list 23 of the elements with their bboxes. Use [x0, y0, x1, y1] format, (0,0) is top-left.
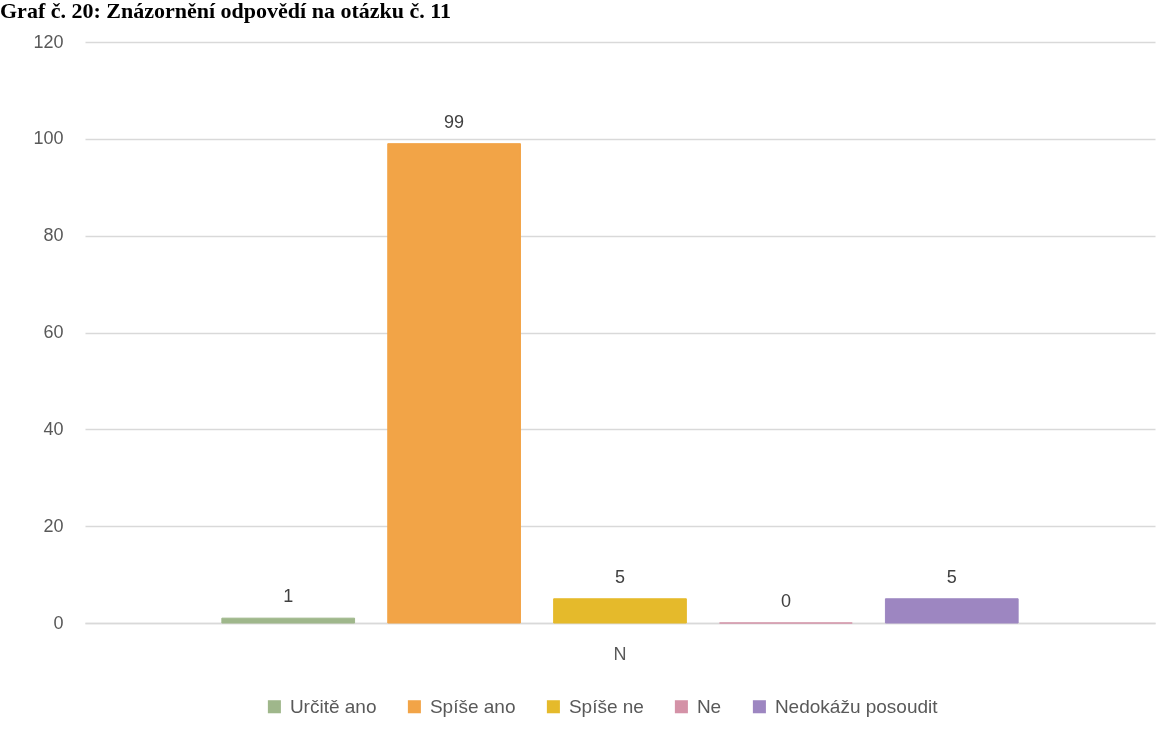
y-tick-label: 100 — [33, 128, 64, 149]
bar — [221, 617, 356, 624]
data-label: 0 — [780, 591, 791, 611]
data-label: 1 — [283, 586, 294, 607]
legend-label: Spíše ne — [568, 695, 644, 717]
legend-label: Nedokážu posoudit — [774, 695, 939, 717]
y-tick-label: 40 — [43, 418, 64, 439]
data-label: 5 — [614, 566, 626, 587]
y-tick-label: 20 — [43, 515, 64, 536]
y-tick-label: 60 — [43, 322, 64, 342]
legend-label: Určitě ano — [289, 695, 377, 717]
legend-label: Ne — [696, 695, 722, 717]
bar — [553, 598, 687, 624]
data-label: 99 — [444, 111, 465, 132]
y-tick-label: 120 — [33, 31, 64, 52]
x-tick-label: N — [613, 643, 627, 664]
data-label: 5 — [946, 566, 957, 587]
y-tick-label: 0 — [53, 612, 64, 633]
bar — [387, 143, 521, 624]
bar — [884, 598, 1019, 624]
chart-title: Graf č. 20: Znázornění odpovědí na otázku č. 11 — [0, 0, 452, 23]
y-tick-label: 80 — [43, 225, 64, 246]
legend-label: Spíše ano — [429, 695, 516, 717]
